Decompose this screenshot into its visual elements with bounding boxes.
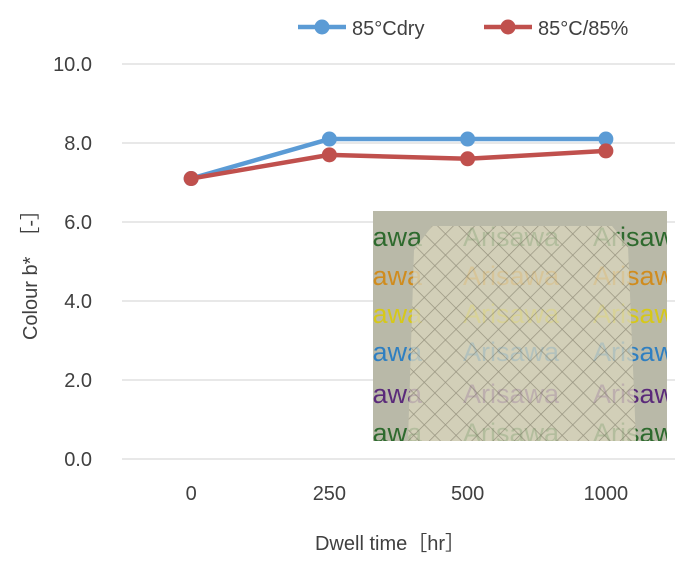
y-tick-label: 4.0: [64, 291, 92, 313]
data-point: [460, 151, 476, 167]
legend-marker: [500, 19, 516, 35]
x-tick-label: 250: [313, 483, 346, 505]
inset-word: Arisawa: [326, 337, 423, 367]
y-axis-title: Colour b* ［-］: [19, 200, 42, 340]
y-tick-label: 10.0: [53, 54, 92, 76]
series-line: [190, 136, 606, 181]
x-tick-labels: 0 250 500 1000: [186, 483, 629, 505]
x-axis-title: Dwell time［hr］: [315, 532, 465, 555]
data-point: [460, 131, 476, 147]
data-point: [183, 171, 199, 187]
inset-photo-content: Arisawa Arisawa Arisawa Arisawa Arisawa Arisa…: [326, 179, 690, 441]
data-point: [598, 143, 614, 159]
inset-word: Arisawa: [593, 179, 690, 209]
y-tick-label: 0.0: [64, 449, 92, 471]
inset-photo: Arisawa Arisawa Arisawa Arisawa Arisawa Arisa…: [326, 179, 690, 441]
legend-label: 85°C/85%: [538, 18, 628, 40]
inset-word: Arisawa: [326, 222, 423, 252]
series-line: [190, 148, 607, 181]
x-tick-label: 500: [451, 483, 484, 505]
data-point: [321, 147, 337, 163]
legend-label: 85°Cdry: [352, 18, 424, 40]
y-tick-label: 6.0: [64, 212, 92, 234]
inset-word: Arisawa: [326, 299, 423, 329]
series-group: [183, 131, 614, 187]
y-tick-labels: 0.0 2.0 4.0 6.0 8.0 10.0: [53, 54, 92, 471]
x-tick-label: 0: [186, 483, 197, 505]
legend-marker: [314, 19, 330, 35]
data-point: [598, 131, 614, 147]
inset-word: Arisawa: [326, 261, 423, 291]
data-point: [321, 131, 337, 147]
inset-word: Arisawa: [326, 379, 423, 409]
x-tick-label: 1000: [584, 483, 629, 505]
legend: 85°Cdry 85°C/85%: [298, 18, 628, 40]
y-tick-label: 8.0: [64, 133, 92, 155]
inset-word: Arisawa: [463, 179, 560, 209]
inset-film-mesh: [408, 226, 636, 441]
y-tick-label: 2.0: [64, 370, 92, 392]
inset-word: Arisawa: [326, 179, 423, 209]
